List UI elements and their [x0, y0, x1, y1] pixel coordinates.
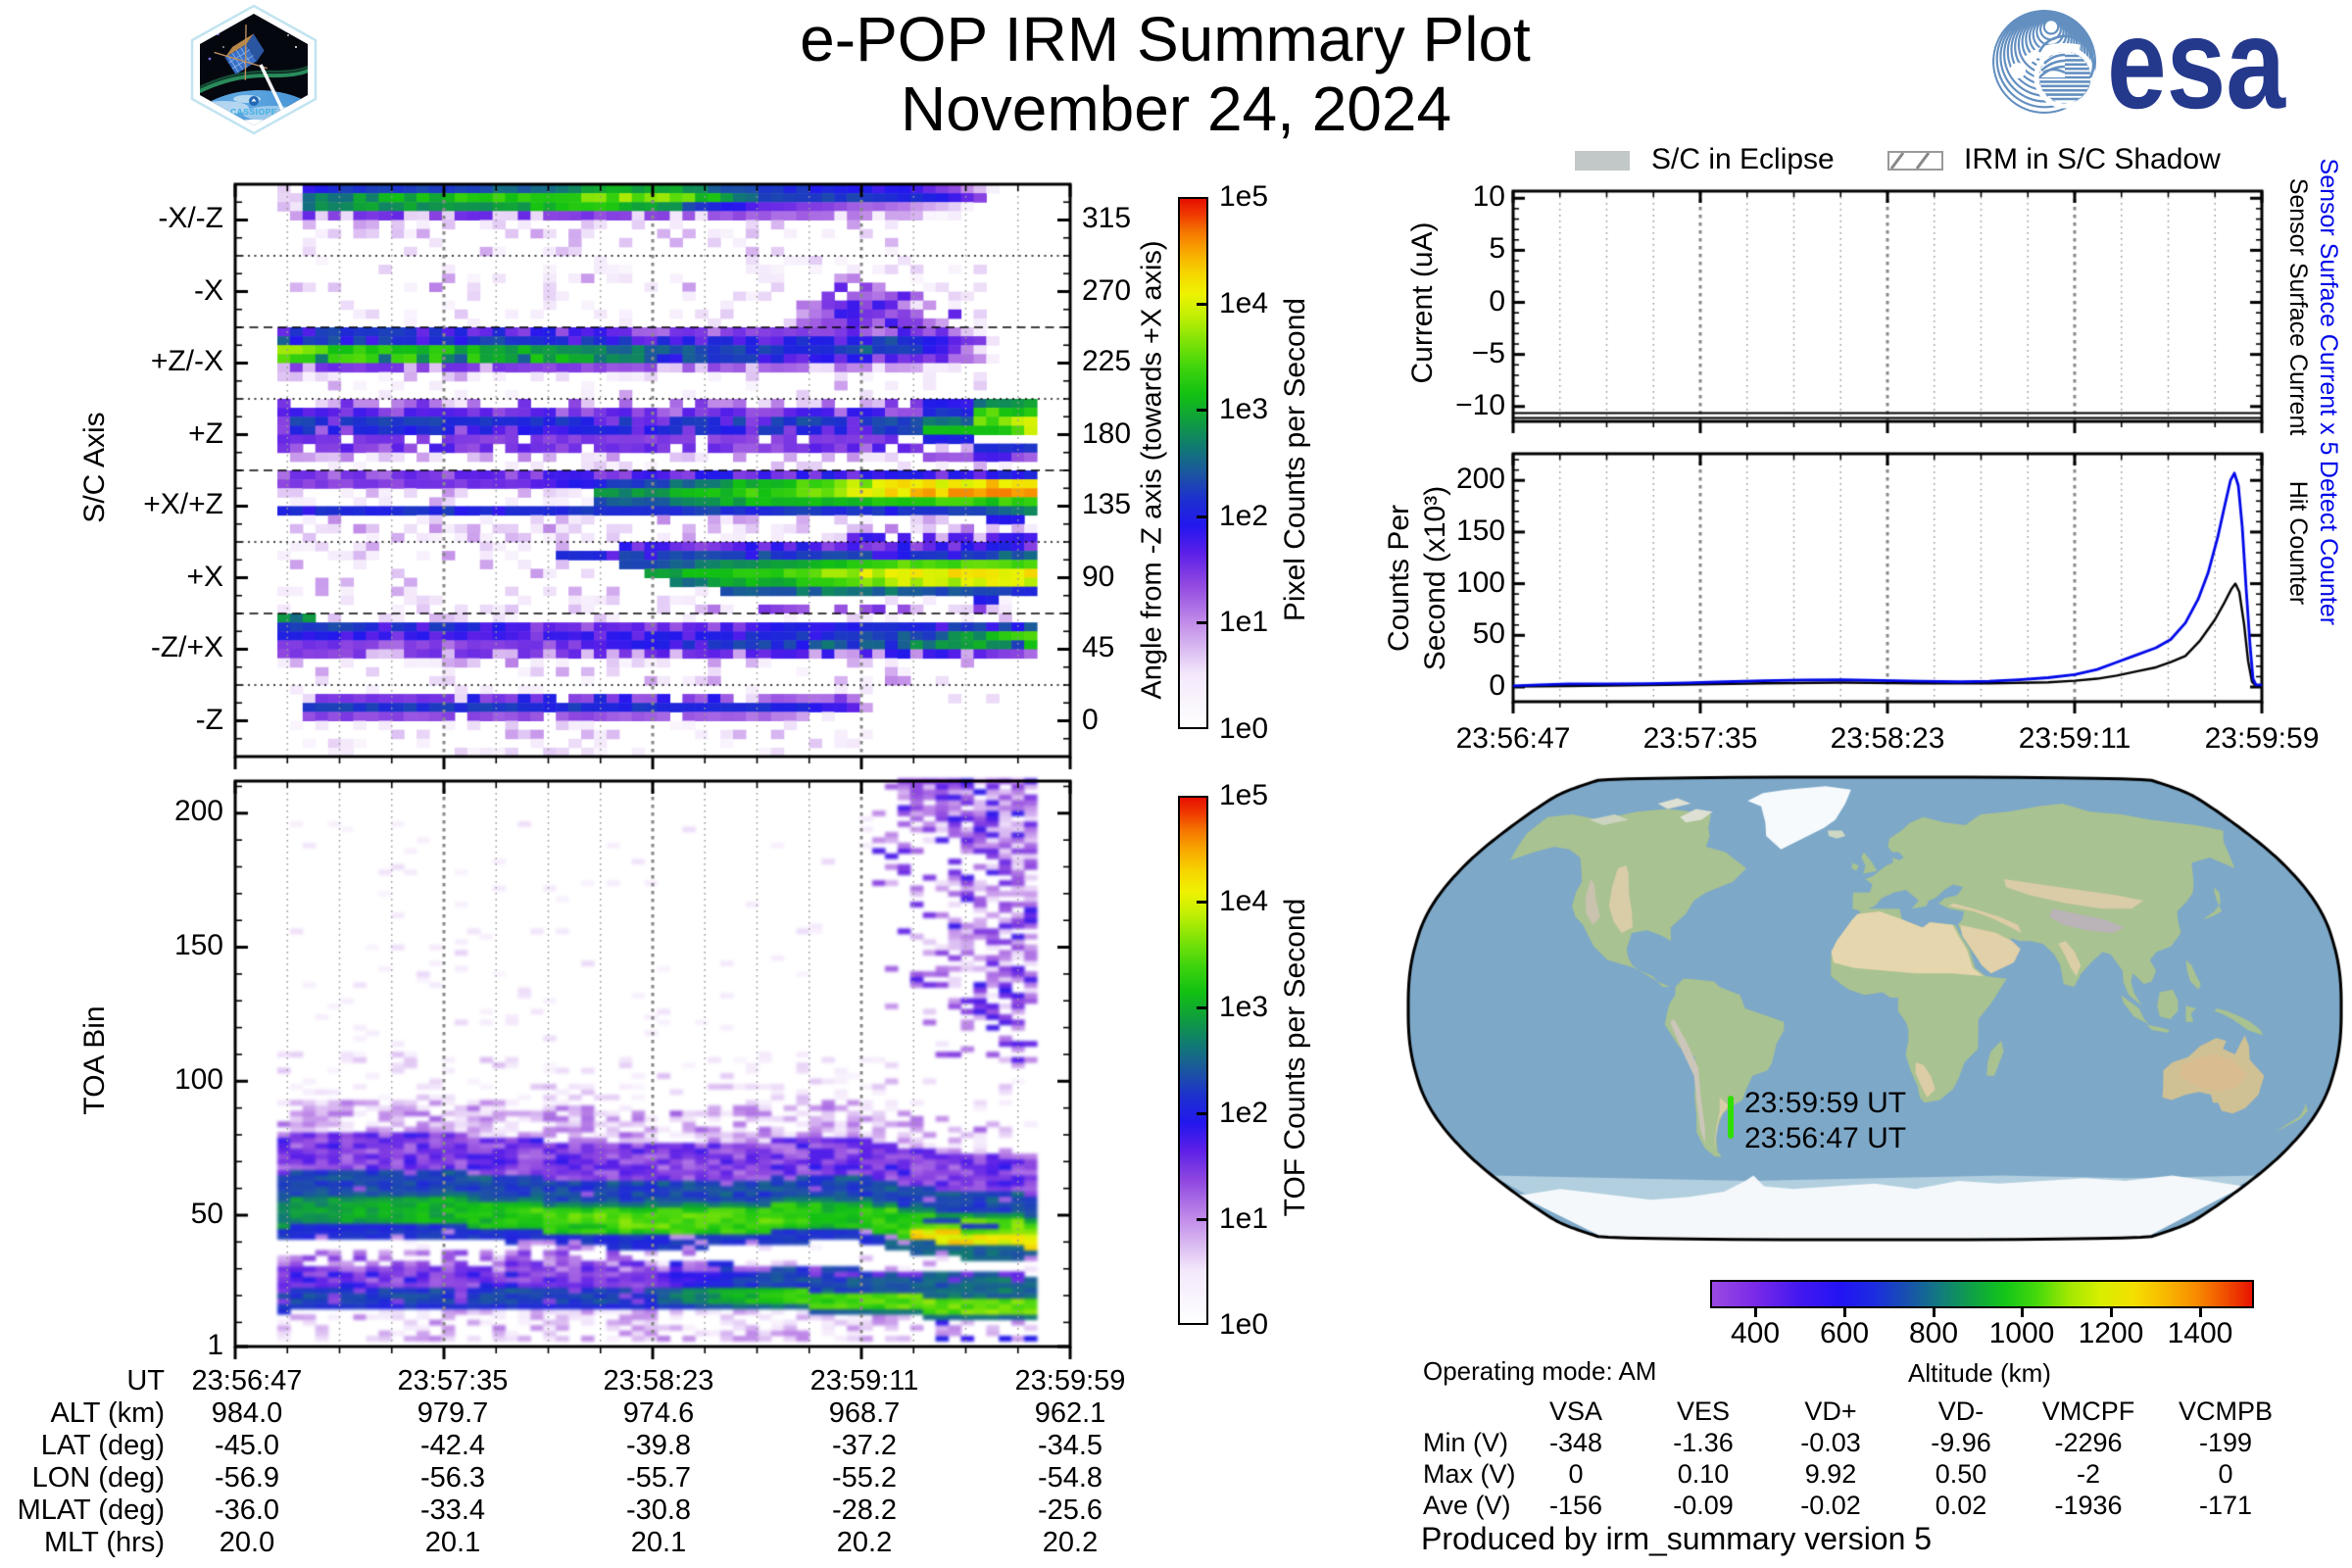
svg-text:esa: esa [2107, 6, 2286, 120]
svg-text:CASSIOPE: CASSIOPE [230, 107, 277, 117]
